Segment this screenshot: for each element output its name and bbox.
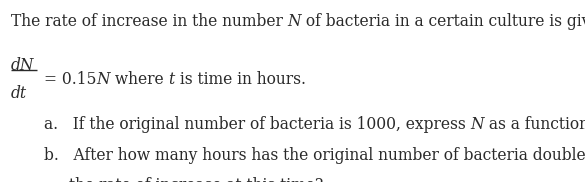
Text: N: N (470, 116, 484, 132)
Text: = 0.15: = 0.15 (44, 71, 97, 88)
Text: of bacteria in a certain culture is given by: of bacteria in a certain culture is give… (301, 13, 585, 30)
Text: as a function of: as a function of (484, 116, 585, 132)
Text: dN: dN (11, 57, 34, 74)
Text: N: N (287, 13, 301, 30)
Text: where: where (110, 71, 168, 88)
Text: the rate of increase at this time?: the rate of increase at this time? (69, 177, 324, 182)
Text: N: N (97, 71, 110, 88)
Text: The rate of increase in the number: The rate of increase in the number (11, 13, 287, 30)
Text: a.   If the original number of bacteria is 1000, express: a. If the original number of bacteria is… (44, 116, 470, 132)
Text: dt: dt (11, 85, 27, 102)
Text: is time in hours.: is time in hours. (175, 71, 306, 88)
Text: t: t (168, 71, 175, 88)
Text: b.   After how many hours has the original number of bacteria doubled and what i: b. After how many hours has the original… (44, 147, 585, 163)
